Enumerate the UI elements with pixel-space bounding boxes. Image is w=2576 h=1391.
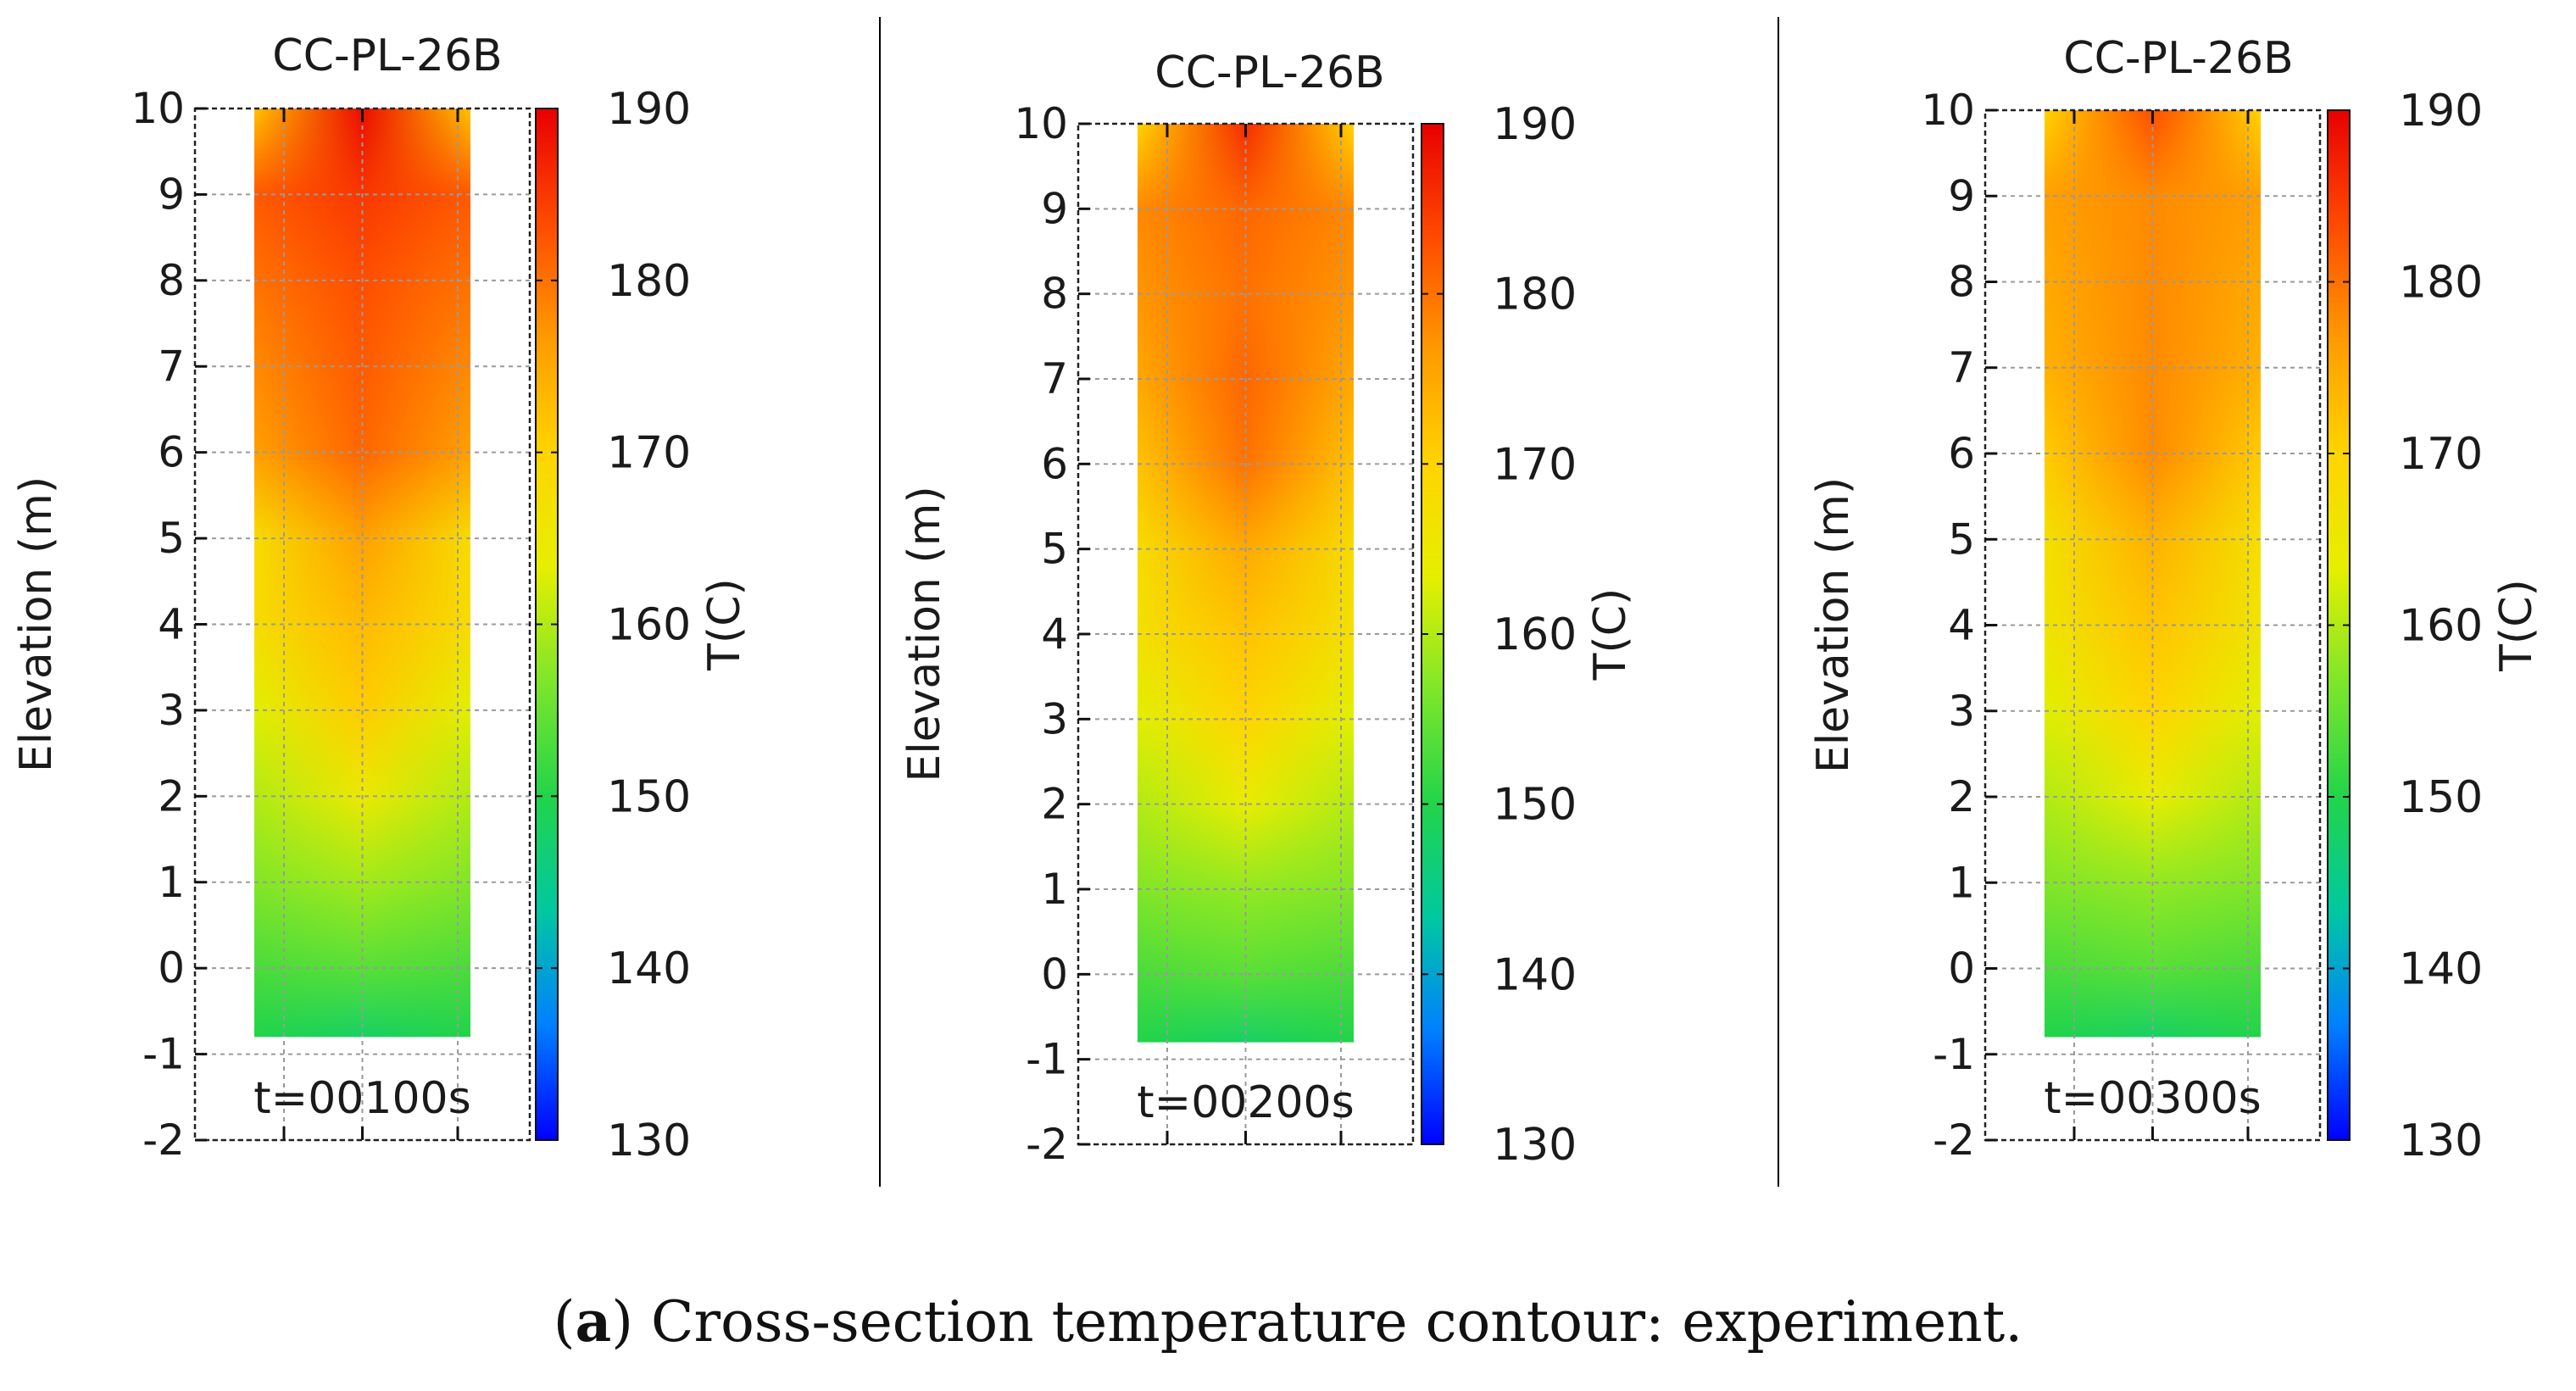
y-tick-label: -1 <box>1933 1030 1975 1079</box>
y-tick-label: 2 <box>158 771 185 821</box>
colorbar-tick-label: 180 <box>607 256 691 307</box>
y-tick-label: 8 <box>1948 258 1975 307</box>
colorbar-tick-label: 160 <box>2399 601 2483 652</box>
y-tick-label: 3 <box>158 686 185 735</box>
colorbar-tick-label: 190 <box>607 84 691 135</box>
y-tick-label: 0 <box>1041 949 1068 999</box>
y-tick-label: 0 <box>1948 944 1975 993</box>
colorbar-tick-label: 170 <box>2399 429 2483 480</box>
chart-title: CC-PL-26B <box>272 31 502 81</box>
y-tick-label: 7 <box>1041 354 1068 403</box>
y-tick-label: 5 <box>158 514 185 563</box>
time-annotation: t=00200s <box>1137 1077 1354 1128</box>
y-tick-label: 8 <box>1041 270 1068 319</box>
y-tick-label: 4 <box>158 600 185 649</box>
y-axis-label: Elevation (m) <box>899 486 950 782</box>
y-tick-label: 1 <box>1948 858 1975 907</box>
y-tick-label: 2 <box>1041 780 1068 829</box>
figure-caption: (a) Cross-section temperature contour: e… <box>553 1288 2023 1355</box>
y-tick-label: 6 <box>1041 439 1068 488</box>
y-tick-label: 5 <box>1948 515 1975 564</box>
colorbar-tick-label: 140 <box>1493 949 1577 1000</box>
y-tick-label: 1 <box>158 858 185 907</box>
y-tick-label: 4 <box>1041 609 1068 659</box>
y-tick-label: -1 <box>142 1030 185 1079</box>
y-tick-label: 2 <box>1948 772 1975 821</box>
colorbar-tick-label: 170 <box>1493 439 1577 490</box>
caption-text: Cross-section temperature contour: exper… <box>651 1289 2023 1355</box>
y-axis-label: Elevation (m) <box>11 476 62 772</box>
colorbar-tick-label: 140 <box>607 943 691 994</box>
caption-label: a <box>575 1288 612 1355</box>
colorbar-tick-label: 180 <box>1493 270 1577 320</box>
y-tick-label: 9 <box>158 170 185 219</box>
chart-title: CC-PL-26B <box>1154 47 1384 98</box>
y-tick-label: 10 <box>1921 86 1975 135</box>
y-tick-label: 8 <box>158 256 185 305</box>
y-tick-label: 9 <box>1041 184 1068 233</box>
y-tick-label: -1 <box>1026 1035 1068 1084</box>
colorbar-tick-label: 190 <box>2399 86 2483 136</box>
colorbar-tick-label: 170 <box>607 428 691 479</box>
y-axis-label: Elevation (m) <box>1808 477 1859 773</box>
colorbar-tick-label: 190 <box>1493 99 1577 150</box>
y-tick-label: 6 <box>1948 429 1975 478</box>
y-tick-label: 10 <box>1014 99 1068 148</box>
y-tick-label: -2 <box>1026 1120 1068 1169</box>
colorbar-tick-label: 130 <box>1493 1120 1577 1171</box>
y-tick-label: 3 <box>1041 694 1068 743</box>
y-tick-label: 4 <box>1948 601 1975 650</box>
y-tick-label: 10 <box>131 84 185 133</box>
chart-title: CC-PL-26B <box>2063 33 2293 84</box>
colorbar-tick-label: 150 <box>2399 772 2483 823</box>
colorbar-label: T(C) <box>1585 588 1636 682</box>
y-tick-label: 7 <box>1948 343 1975 392</box>
y-tick-label: 5 <box>1041 525 1068 574</box>
colorbar-tick-label: 130 <box>2399 1116 2483 1166</box>
colorbar-label: T(C) <box>699 578 750 671</box>
y-tick-label: 1 <box>1041 865 1068 914</box>
y-tick-label: 9 <box>1948 171 1975 220</box>
colorbar-label: T(C) <box>2491 579 2542 672</box>
y-tick-label: 7 <box>158 342 185 391</box>
y-tick-label: 6 <box>158 428 185 477</box>
colorbar-tick-label: 150 <box>1493 780 1577 831</box>
colorbar-tick-label: 160 <box>1493 609 1577 660</box>
colorbar-tick-label: 150 <box>607 771 691 822</box>
colorbar-tick-label: 160 <box>607 600 691 651</box>
y-tick-label: -2 <box>1933 1116 1975 1165</box>
colorbar-tick-label: 140 <box>2399 944 2483 995</box>
time-annotation: t=00300s <box>2044 1073 2261 1124</box>
y-tick-label: -2 <box>142 1116 185 1165</box>
colorbar-tick-label: 180 <box>2399 258 2483 309</box>
time-annotation: t=00100s <box>253 1073 470 1124</box>
y-tick-label: 0 <box>158 943 185 993</box>
y-tick-label: 3 <box>1948 687 1975 736</box>
colorbar-tick-label: 130 <box>607 1116 691 1166</box>
